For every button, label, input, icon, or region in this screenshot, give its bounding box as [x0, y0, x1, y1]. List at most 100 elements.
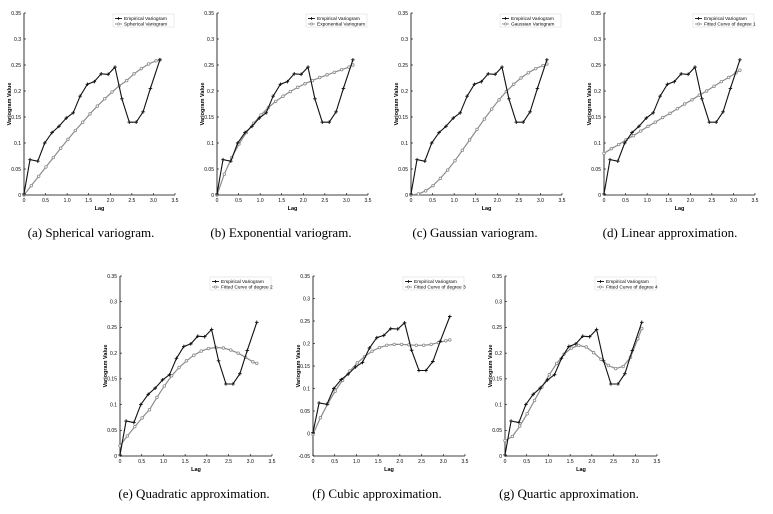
fitted-curve-point	[497, 98, 501, 102]
x-tick-label: 1.0	[353, 459, 360, 465]
x-axis-title: Lag	[675, 206, 685, 212]
x-tick-label: 2.5	[515, 198, 522, 204]
legend-marker-plus	[117, 17, 120, 20]
empirical-variogram-point	[202, 334, 207, 339]
fitted-curve-point	[273, 99, 278, 104]
empirical-variogram-point	[271, 94, 275, 98]
x-tick-label: 1.0	[545, 459, 552, 465]
fitted-curve-line	[410, 63, 548, 196]
x-tick-label: 3.5	[752, 198, 759, 204]
empirical-variogram-point	[141, 110, 145, 114]
fitted-curve-point	[569, 346, 574, 350]
x-axis-title: Lag	[95, 206, 105, 212]
y-tick-label: 0.15	[300, 364, 310, 370]
x-tick-label: 1.5	[85, 198, 92, 204]
y-tick-label: 0.15	[11, 115, 21, 121]
fitted-curve-point	[333, 389, 337, 393]
empirical-variogram-point	[174, 356, 179, 361]
y-tick-label: 0.35	[107, 274, 117, 280]
empirical-variogram-point	[672, 79, 677, 84]
fitted-curve-point	[621, 364, 625, 369]
empirical-variogram-point	[479, 79, 484, 84]
fitted-curve-point	[184, 359, 189, 363]
x-tick-label: 1.5	[278, 198, 285, 204]
y-tick-label: 0.35	[300, 274, 310, 280]
empirical-variogram-point	[346, 372, 350, 376]
fitted-curve-point	[616, 142, 621, 147]
empirical-variogram-point	[292, 72, 297, 76]
y-tick-label: 0.35	[492, 274, 502, 280]
fitted-curve-point	[526, 71, 531, 75]
fitted-curve-point	[29, 183, 34, 188]
empirical-variogram-point	[437, 130, 441, 135]
legend-label: Fitted Curve of degree 2	[221, 285, 273, 291]
empirical-variogram-point	[118, 453, 122, 457]
legend-label: Empirical Variogram	[414, 279, 457, 285]
y-tick-label: 0.05	[107, 428, 117, 434]
empirical-variogram-point	[486, 72, 491, 76]
fitted-curve-point	[36, 174, 41, 178]
empirical-variogram-point	[153, 386, 157, 390]
empirical-variogram-point	[257, 116, 262, 120]
fitted-curve-point	[668, 111, 672, 116]
fitted-curve-point	[80, 120, 85, 124]
figure-caption: (e) Quadratic approximation.	[118, 486, 269, 501]
y-tick-label: 0.05	[398, 167, 408, 173]
fitted-curve-point	[102, 97, 107, 101]
empirical-variogram-point	[167, 372, 172, 377]
figure-caption: (d) Linear approximation.	[603, 225, 738, 240]
empirical-variogram-point	[423, 159, 427, 163]
fitted-curve-point	[229, 348, 233, 352]
empirical-variogram-point	[438, 339, 443, 344]
fitted-curve-point	[139, 66, 144, 71]
fitted-curve-point	[325, 73, 329, 77]
legend-box	[209, 276, 272, 291]
y-tick-label: 0.2	[303, 341, 310, 347]
x-tick-label: 1.5	[567, 459, 574, 465]
empirical-variogram-point	[644, 116, 649, 120]
fitted-curve-point	[719, 79, 724, 84]
y-tick-label: 0.15	[492, 377, 502, 383]
fitted-curve-point	[444, 339, 448, 343]
legend-box	[499, 13, 562, 28]
empirical-variogram-point	[714, 120, 718, 124]
fitted-curve-point	[738, 68, 742, 72]
empirical-variogram-point	[395, 327, 400, 331]
fitted-curve-point	[653, 120, 658, 124]
empirical-variogram-point	[594, 327, 599, 332]
empirical-variogram-point	[22, 192, 26, 196]
empirical-variogram-point	[278, 82, 283, 87]
empirical-variogram-point	[587, 334, 592, 339]
y-tick-label: 0.05	[300, 409, 310, 415]
empirical-variogram-point	[444, 124, 448, 129]
empirical-variogram-point	[388, 326, 393, 331]
y-tick-label: -0.05	[299, 454, 311, 460]
fitted-curve-point	[146, 62, 151, 66]
empirical-variogram-point	[535, 86, 540, 91]
empirical-variogram-point	[224, 382, 228, 386]
empirical-variogram-point	[531, 392, 536, 397]
fitted-curve-point	[51, 155, 56, 160]
empirical-variogram-point	[243, 130, 247, 135]
empirical-variogram-point	[580, 334, 585, 338]
fitted-curve-line	[23, 59, 161, 196]
y-tick-label: 0	[18, 193, 21, 199]
empirical-variogram-point	[71, 111, 75, 115]
legend-marker-circle	[407, 285, 410, 289]
fitted-curve-point	[606, 363, 611, 368]
x-tick-label: 1.5	[182, 459, 189, 465]
empirical-variogram-point	[317, 401, 321, 405]
empirical-variogram-point	[42, 141, 47, 145]
fitted-curve-point	[132, 72, 136, 76]
empirical-variogram-point	[238, 371, 242, 376]
empirical-variogram-point	[215, 192, 219, 196]
fitted-curve-point	[355, 361, 359, 365]
x-tick-label: 0	[312, 459, 315, 465]
fitted-curve-point	[88, 112, 92, 116]
chart-panel-f: 0 0.5 1.0 1.5 2.0 2.5 3.0 3.5-0.0500.050.10.150…	[296, 274, 469, 501]
empirical-variogram-point	[250, 124, 254, 129]
x-tick-label: 2.5	[321, 198, 328, 204]
empirical-variogram-point	[209, 327, 214, 332]
fitted-curve-point	[602, 151, 606, 156]
fitted-curve-point	[448, 338, 452, 342]
